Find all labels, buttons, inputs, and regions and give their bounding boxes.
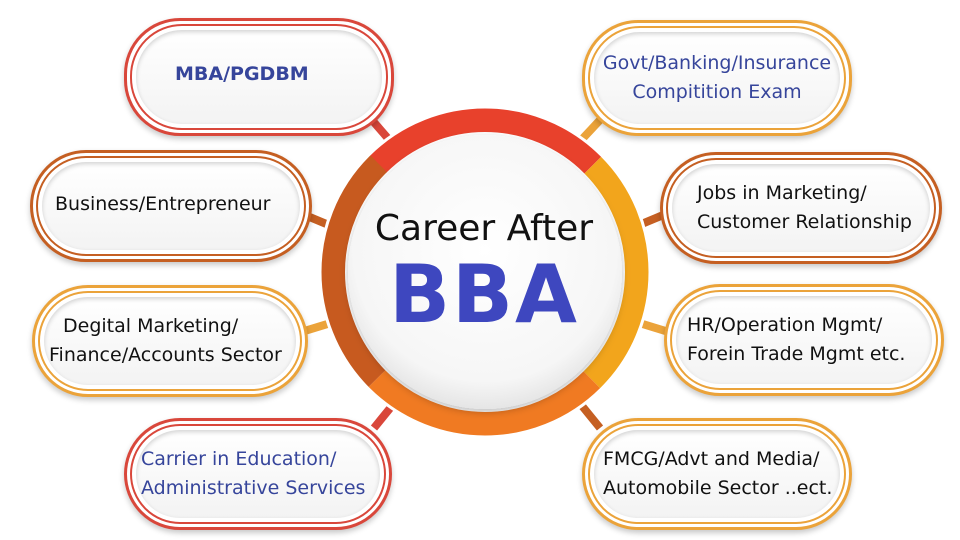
- option-label-line1: Degital Marketing/: [63, 315, 239, 337]
- option-fmcg-media-automobile: FMCG/Advt and Media/ Automobile Sector .…: [582, 418, 852, 530]
- option-label-line2: Automobile Sector ..ect.: [603, 477, 833, 499]
- option-label-line2: Customer Relationship: [697, 211, 912, 233]
- hub-ring-outline: [318, 105, 652, 439]
- option-label-line1: HR/Operation Mgmt/: [687, 314, 883, 336]
- option-label: MBA/PGDBM: [175, 62, 309, 85]
- hub-ring-segment-right: [321, 108, 649, 436]
- option-inner: [676, 296, 932, 384]
- option-govt-banking-insurance: Govt/Banking/Insurance Compitition Exam: [582, 20, 852, 136]
- option-label-line1: Carrier in Education/: [141, 448, 337, 470]
- option-label-line2: Forein Trade Mgmt etc.: [687, 343, 906, 365]
- option-label-line2: Administrative Services: [141, 477, 366, 499]
- option-inner: [44, 297, 296, 385]
- option-marketing-customer-relationship: Jobs in Marketing/ Customer Relationship: [660, 152, 942, 264]
- option-digital-marketing-finance: Degital Marketing/ Finance/Accounts Sect…: [32, 285, 308, 397]
- option-label-line2: Compitition Exam: [632, 81, 802, 103]
- option-business-entrepreneur: Business/Entrepreneur: [30, 150, 312, 262]
- option-inner: [136, 430, 380, 518]
- option-inner: [594, 430, 840, 518]
- hub-ring-segment-left: [321, 108, 649, 436]
- option-label-line1: Jobs in Marketing/: [697, 182, 867, 204]
- hub-title-line1: Career After: [374, 208, 594, 249]
- hub-title: Career After BBA: [336, 208, 632, 340]
- option-mba-pgdbm: MBA/PGDBM: [124, 18, 394, 136]
- option-inner: [672, 164, 930, 252]
- option-inner: [42, 162, 300, 250]
- option-hr-operation-foreign-trade: HR/Operation Mgmt/ Forein Trade Mgmt etc…: [664, 284, 944, 396]
- option-label-line1: Govt/Banking/Insurance: [602, 52, 832, 74]
- option-label-line1: FMCG/Advt and Media/: [603, 448, 820, 470]
- hub-ring-segment-bottom: [321, 108, 649, 436]
- hub-title-line2: BBA: [389, 248, 579, 341]
- option-label-line2: Finance/Accounts Sector: [49, 344, 282, 366]
- option-inner: [136, 30, 382, 124]
- hub: [318, 105, 652, 439]
- hub-disc: [348, 135, 622, 409]
- option-label: Business/Entrepreneur: [55, 192, 271, 215]
- option-education-administrative: Carrier in Education/ Administrative Ser…: [124, 418, 392, 530]
- hub-ring-segment-top: [321, 108, 649, 436]
- option-inner: [594, 32, 840, 124]
